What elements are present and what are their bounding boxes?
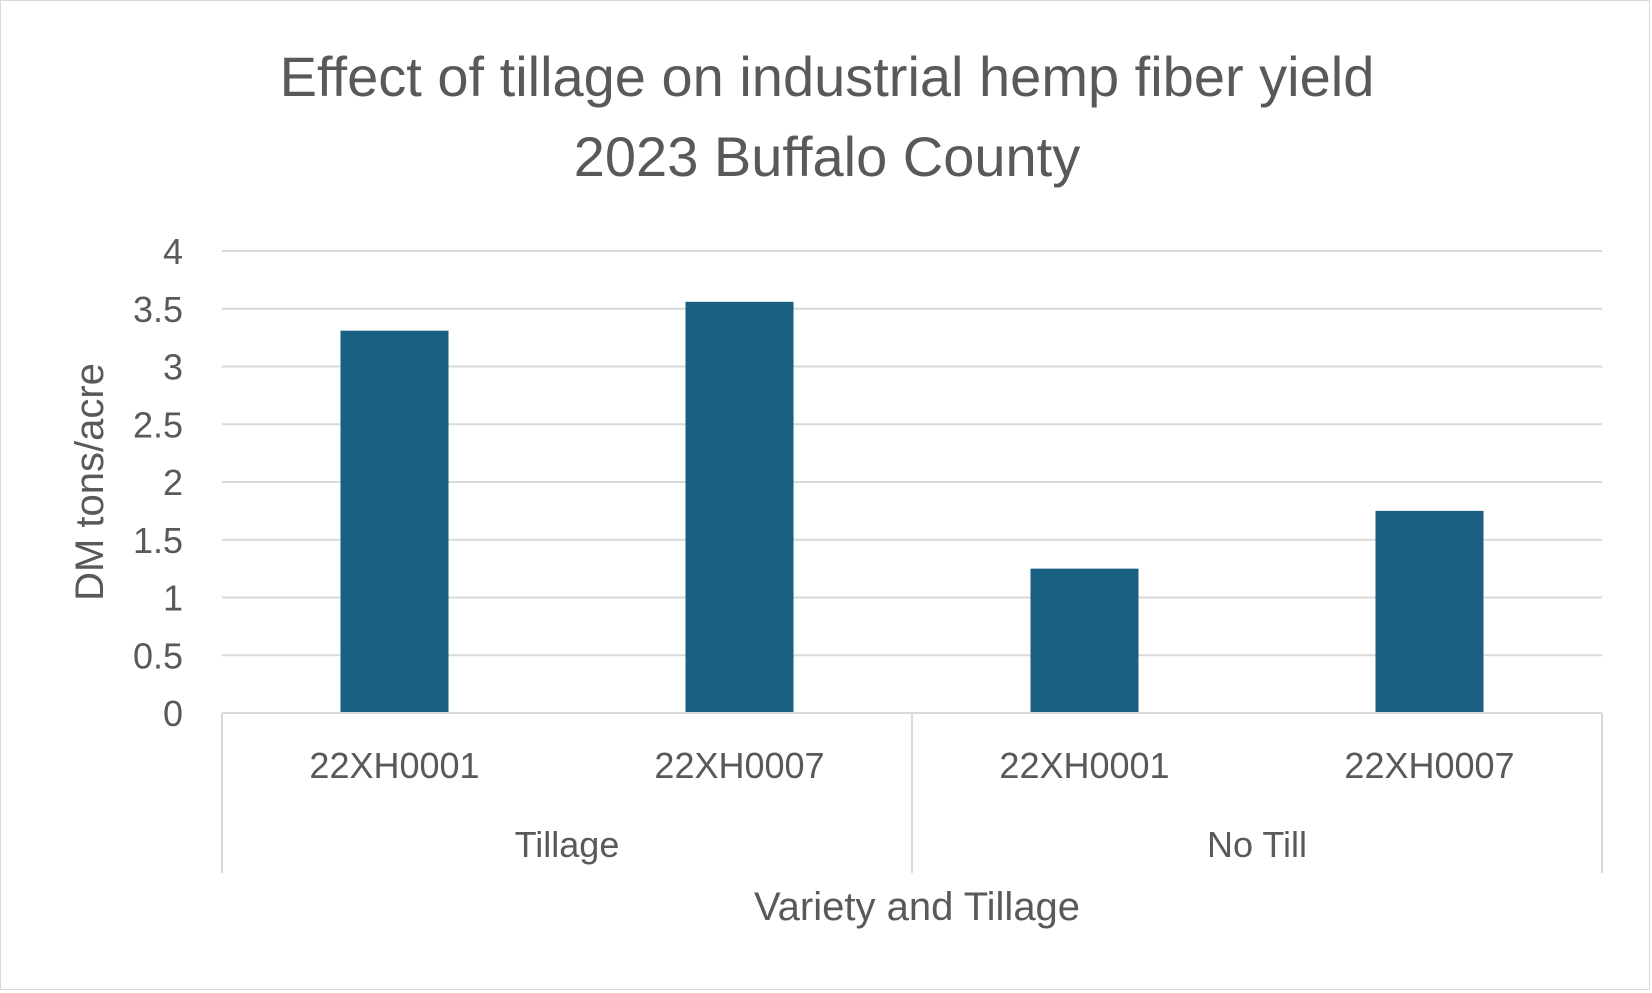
x-category-label: 22XH0001 [309,745,479,786]
x-group-label: No Till [1207,824,1307,865]
y-axis-title: DM tons/acre [68,363,112,601]
y-tick-label: 1.5 [133,520,183,561]
y-tick-label: 0.5 [133,635,183,676]
y-tick-label: 3.5 [133,289,183,330]
x-axis [221,712,1603,873]
bar [1375,510,1484,713]
x-category-label: 22XH0007 [654,745,824,786]
y-tick-label: 2.5 [133,404,183,445]
x-category-label: 22XH0007 [1344,745,1514,786]
y-axis-ticks: 0 0.5 1 1.5 2 2.5 3 3.5 4 [133,231,183,734]
gridlines [222,250,1602,657]
chart-subtitle: 2023 Buffalo County [573,125,1081,188]
x-category-label: 22XH0001 [999,745,1169,786]
x-axis-categories: 22XH0001 22XH0007 22XH0001 22XH0007 [309,745,1514,786]
x-axis-title: Variety and Tillage [754,885,1080,929]
bar [340,330,449,713]
y-tick-label: 1 [163,578,183,619]
bar [685,301,794,713]
y-tick-label: 0 [163,693,183,734]
bar [1030,568,1139,713]
y-tick-label: 4 [163,231,183,272]
x-group-label: Tillage [515,824,620,865]
y-tick-label: 3 [163,347,183,388]
chart-title: Effect of tillage on industrial hemp fib… [279,45,1375,108]
bars [340,301,1484,713]
y-tick-label: 2 [163,462,183,503]
x-axis-groups: Tillage No Till [515,824,1307,865]
